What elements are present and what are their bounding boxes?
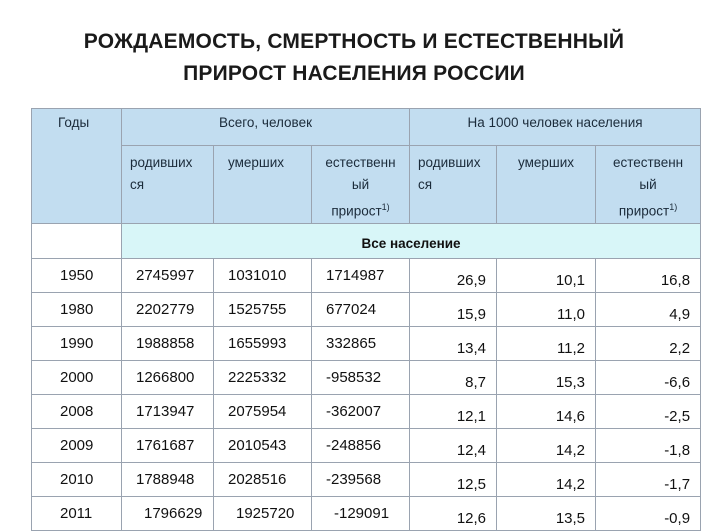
cell-born-rate: 15,9 xyxy=(409,291,498,327)
cell-died: 1925720 xyxy=(213,495,312,531)
table-row: 2009 1761687 2010543 -248856 12,4 14,2 -1,8 xyxy=(31,427,702,463)
cell-growth: -958532 xyxy=(310,359,411,395)
table-row: 1950 2745997 1031010 1714987 26,9 10,1 16,8 xyxy=(31,257,702,293)
page-title-line-1: РОЖДАЕМОСТЬ, СМЕРТНОСТЬ И ЕСТЕСТВЕННЫЙ xyxy=(83,30,625,53)
cell-died: 2028516 xyxy=(213,461,312,497)
cell-growth: 677024 xyxy=(310,291,411,327)
cell-died: 2075954 xyxy=(213,393,312,429)
cell-year: 1950 xyxy=(31,257,122,293)
footnote-mark-rate: 1) xyxy=(669,202,678,212)
table-row: 1980 2202779 1525755 677024 15,9 11,0 4,9 xyxy=(31,291,702,327)
table-row: 2010 1788948 2028516 -239568 12,5 14,2 -1,7 xyxy=(31,461,702,497)
cell-death-rate: 15,3 xyxy=(496,359,597,395)
cell-year: 2011 xyxy=(31,495,122,531)
table-row: 2011 1796629 1925720 -129091 12,6 13,5 -0,9 xyxy=(31,495,702,531)
cell-born: 1988858 xyxy=(121,325,214,361)
natural-growth-header: естественн ый прирост1) xyxy=(310,145,411,224)
natural-header-l3: прирост xyxy=(331,203,382,219)
cell-died: 1655993 xyxy=(213,325,312,361)
page-title-line-2: ПРИРОСТ НАСЕЛЕНИЯ РОССИИ xyxy=(183,62,525,85)
per1000-group-header: На 1000 человек населения xyxy=(409,108,702,146)
cell-died: 2225332 xyxy=(213,359,312,395)
cell-growth: 1714987 xyxy=(310,257,411,293)
natural-rate-header-l3: прирост xyxy=(618,203,670,219)
natural-header-l1: естественн xyxy=(325,155,396,170)
cell-death-rate: 10,1 xyxy=(496,257,597,293)
footnote-mark: 1) xyxy=(381,202,390,212)
cell-death-rate: 11,2 xyxy=(496,325,597,361)
cell-born-rate: 8,7 xyxy=(409,359,498,395)
table-row: 1990 1988858 1655993 332865 13,4 11,2 2,2 xyxy=(31,325,702,361)
births-rate-header: родивших ся xyxy=(409,145,498,224)
cell-growth-rate: -1,7 xyxy=(595,461,702,497)
subheader-row: родивших ся умерших естественн ый прирос… xyxy=(31,145,702,224)
births-header-l1: родивших xyxy=(130,155,193,170)
cell-born-rate: 13,4 xyxy=(409,325,498,361)
cell-year: 2000 xyxy=(31,359,122,395)
population-label: Все население xyxy=(120,222,702,259)
natural-rate-header: естественн ый прирост1) xyxy=(595,145,702,224)
cell-death-rate: 14,6 xyxy=(496,393,597,429)
cell-born-rate: 26,9 xyxy=(409,257,498,293)
cell-year: 1990 xyxy=(31,325,122,361)
population-row: Все население xyxy=(31,222,702,259)
cell-growth: -248856 xyxy=(310,427,411,463)
header-row: Годы Всего, человек На 1000 человек насе… xyxy=(31,108,702,224)
cell-died: 1525755 xyxy=(213,291,312,327)
births-rate-header-l2: ся xyxy=(418,177,433,192)
cell-growth-rate: -1,8 xyxy=(595,427,702,463)
births-header: родивших ся xyxy=(121,145,214,224)
cell-born: 1796629 xyxy=(121,495,214,531)
cell-death-rate: 13,5 xyxy=(496,495,597,531)
cell-growth: -129091 xyxy=(310,495,411,531)
years-header: Годы xyxy=(31,108,122,224)
deaths-header: умерших xyxy=(213,145,312,224)
cell-growth-rate: 2,2 xyxy=(595,325,702,361)
cell-died: 1031010 xyxy=(213,257,312,293)
cell-born-rate: 12,4 xyxy=(409,427,498,463)
cell-growth-rate: -6,6 xyxy=(595,359,702,395)
cell-growth-rate: -0,9 xyxy=(595,495,702,531)
cell-born-rate: 12,5 xyxy=(409,461,498,497)
cell-born: 1713947 xyxy=(121,393,214,429)
cell-growth: -239568 xyxy=(310,461,411,497)
cell-year: 2010 xyxy=(31,461,122,497)
cell-born: 1266800 xyxy=(121,359,214,395)
natural-rate-header-l1: естественн xyxy=(612,155,684,170)
cell-death-rate: 11,0 xyxy=(496,291,597,327)
cell-year: 2008 xyxy=(31,393,122,429)
cell-died: 2010543 xyxy=(213,427,312,463)
demographics-table: Годы Всего, человек На 1000 человек насе… xyxy=(31,108,702,531)
natural-header-l2: ый xyxy=(351,177,370,192)
population-row-blank xyxy=(31,222,122,259)
total-group-header: Всего, человек xyxy=(120,108,411,146)
table-row: 2008 1713947 2075954 -362007 12,1 14,6 -2,5 xyxy=(31,393,702,429)
cell-born: 2202779 xyxy=(121,291,214,327)
births-rate-header-l1: родивших xyxy=(418,155,481,170)
cell-born: 2745997 xyxy=(121,257,214,293)
cell-born: 1788948 xyxy=(121,461,214,497)
cell-born-rate: 12,1 xyxy=(409,393,498,429)
cell-growth-rate: 4,9 xyxy=(595,291,702,327)
cell-growth: -362007 xyxy=(310,393,411,429)
deaths-rate-header: умерших xyxy=(496,145,597,224)
table-row: 2000 1266800 2225332 -958532 8,7 15,3 -6,6 xyxy=(31,359,702,395)
natural-rate-header-l2: ый xyxy=(639,177,657,192)
cell-growth-rate: 16,8 xyxy=(595,257,702,293)
cell-year: 2009 xyxy=(31,427,122,463)
cell-growth-rate: -2,5 xyxy=(595,393,702,429)
cell-year: 1980 xyxy=(31,291,122,327)
cell-growth: 332865 xyxy=(310,325,411,361)
births-header-l2: ся xyxy=(130,177,145,192)
cell-death-rate: 14,2 xyxy=(496,461,597,497)
cell-born-rate: 12,6 xyxy=(409,495,498,531)
cell-born: 1761687 xyxy=(121,427,214,463)
cell-death-rate: 14,2 xyxy=(496,427,597,463)
